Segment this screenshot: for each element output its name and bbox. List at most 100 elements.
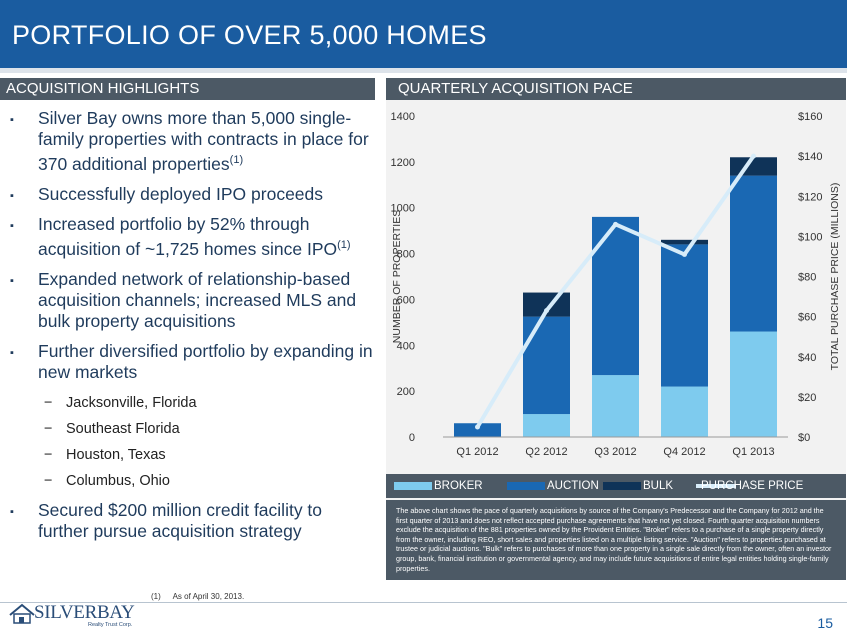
bullet-icon: ▪ (10, 346, 14, 359)
market-name: Jacksonville, Florida (66, 394, 197, 411)
bullet-icon: ▪ (10, 274, 14, 287)
acquisition-pace-header: QUARTERLY ACQUISITION PACE (386, 78, 846, 100)
chart-legend: BROKER AUCTION BULK PURCHASE PRICE (386, 474, 846, 498)
bullet-icon: ▪ (10, 219, 14, 232)
highlight-item: ▪ Expanded network of relationship-based… (10, 269, 375, 332)
dash-icon: − (44, 420, 53, 437)
highlight-text: Silver Bay owns more than 5,000 single-f… (38, 108, 369, 174)
y-tick-label: 1200 (391, 157, 415, 169)
legend-label: BULK (643, 480, 674, 492)
highlight-text: Further diversified portfolio by expandi… (38, 340, 373, 382)
bar-auction (592, 216, 639, 376)
highlight-item: ▪ Silver Bay owns more than 5,000 single… (10, 108, 375, 175)
bar-bulk (730, 157, 777, 176)
y-tick-label: 400 (397, 340, 415, 352)
y2-tick-label: $160 (798, 111, 822, 123)
market-name: Houston, Texas (66, 446, 166, 463)
logo-wordmark: SILVERBAY (34, 602, 135, 623)
purchase-price-point (475, 424, 480, 430)
footnote-text: As of April 30, 2013. (172, 592, 245, 601)
footer-divider (0, 602, 847, 603)
y-tick-label: 600 (397, 294, 415, 306)
y-tick-label: 200 (397, 386, 415, 398)
footnote: (1) As of April 30, 2013. (151, 592, 244, 601)
acquisition-pace-chart: 0 200 400 600 800 1000 1200 1400 $0 $20 $40 $60 $80 $… (391, 111, 841, 458)
bullet-icon: ▪ (10, 114, 14, 126)
legend-label: PURCHASE PRICE (701, 480, 804, 492)
bar-auction (454, 423, 501, 437)
x-tick-label: Q2 2012 (525, 446, 567, 458)
slide-title: PORTFOLIO OF OVER 5,000 HOMES (12, 20, 487, 50)
bar-broker (592, 375, 639, 437)
bar-auction (730, 175, 777, 332)
purchase-price-point (751, 153, 756, 159)
legend-swatch-auction (507, 482, 545, 490)
x-tick-label: Q3 2012 (594, 446, 636, 458)
bar-auction (661, 244, 708, 387)
x-tick-label: Q1 2013 (732, 446, 774, 458)
chart-note: The above chart shows the pace of quarte… (386, 500, 846, 580)
market-item: − Columbus, Ohio (10, 468, 375, 494)
house-logo-icon (9, 603, 35, 624)
footnote-number: (1) (151, 592, 161, 601)
y2-axis-title: TOTAL PURCHASE PRICE (MILLIONS) (829, 183, 841, 371)
title-divider (0, 68, 847, 73)
bar-auction (523, 316, 570, 415)
highlight-text: Successfully deployed IPO proceeds (38, 183, 324, 204)
highlight-item: ▪ Secured $200 million credit facility t… (10, 500, 375, 542)
title-bar: PORTFOLIO OF OVER 5,000 HOMES (0, 0, 847, 68)
footnote-marker: (1) (337, 238, 351, 251)
highlight-item: ▪ Successfully deployed IPO proceeds (10, 184, 375, 205)
market-name: Southeast Florida (66, 420, 180, 437)
purchase-price-point (682, 251, 687, 257)
chart-marks: 0 200 400 600 800 1000 1200 1400 $0 $20 $40 $60 $80 $… (391, 111, 841, 458)
bullet-icon: ▪ (10, 505, 14, 518)
footnote-marker: (1) (229, 154, 244, 166)
bar-broker (730, 331, 777, 437)
purchase-price-point (544, 308, 549, 314)
y2-tick-label: $40 (798, 352, 816, 364)
highlight-text: Expanded network of relationship-based a… (38, 268, 357, 331)
legend-label: BROKER (434, 480, 483, 492)
y-tick-label: 1400 (391, 111, 415, 123)
market-item: − Southeast Florida (10, 416, 375, 442)
y-tick-label: 1000 (391, 203, 415, 215)
dash-icon: − (44, 394, 53, 411)
dash-icon: − (44, 472, 53, 489)
market-item: − Houston, Texas (10, 442, 375, 468)
bar-broker (661, 386, 708, 437)
acquisition-highlights-header: ACQUISITION HIGHLIGHTS (0, 78, 375, 100)
y2-tick-label: $0 (798, 432, 810, 444)
bar-bulk (661, 239, 708, 245)
highlight-text: Secured $200 million credit facility to … (38, 499, 323, 541)
highlight-text: Increased portfolio by 52% through acqui… (38, 213, 338, 259)
y2-tick-label: $100 (798, 231, 822, 243)
legend-swatch-bulk (603, 482, 641, 490)
y2-tick-label: $60 (798, 312, 816, 324)
page-number: 15 (817, 615, 833, 631)
highlight-item: ▪ Increased portfolio by 52% through acq… (10, 214, 375, 260)
y2-tick-label: $120 (798, 191, 822, 203)
highlight-item: ▪ Further diversified portfolio by expan… (10, 341, 375, 383)
x-tick-label: Q1 2012 (456, 446, 498, 458)
y2-tick-label: $80 (798, 272, 816, 284)
y2-tick-label: $20 (798, 392, 816, 404)
market-item: − Jacksonville, Florida (10, 390, 375, 416)
y-tick-label: 0 (409, 432, 415, 444)
x-tick-label: Q4 2012 (663, 446, 705, 458)
markets-list: − Jacksonville, Florida − Southeast Florid… (10, 390, 375, 494)
y-axis-title: NUMBER OF PROPERTIES (391, 210, 403, 343)
bullet-icon: ▪ (10, 189, 14, 202)
y-tick-label: 800 (397, 249, 415, 261)
company-logo: SILVERBAY Realty Trust Corp. (8, 601, 158, 631)
highlights-list: ▪ Silver Bay owns more than 5,000 single… (10, 108, 375, 551)
logo-subtitle: Realty Trust Corp. (88, 622, 133, 628)
purchase-price-point (613, 221, 618, 227)
legend-label: AUCTION (547, 480, 599, 492)
y2-tick-label: $140 (798, 151, 822, 163)
legend-swatch-broker (394, 482, 432, 490)
dash-icon: − (44, 446, 53, 463)
market-name: Columbus, Ohio (66, 472, 170, 489)
bar-broker (523, 414, 570, 437)
legend-swatch-purchase-price (696, 484, 736, 488)
